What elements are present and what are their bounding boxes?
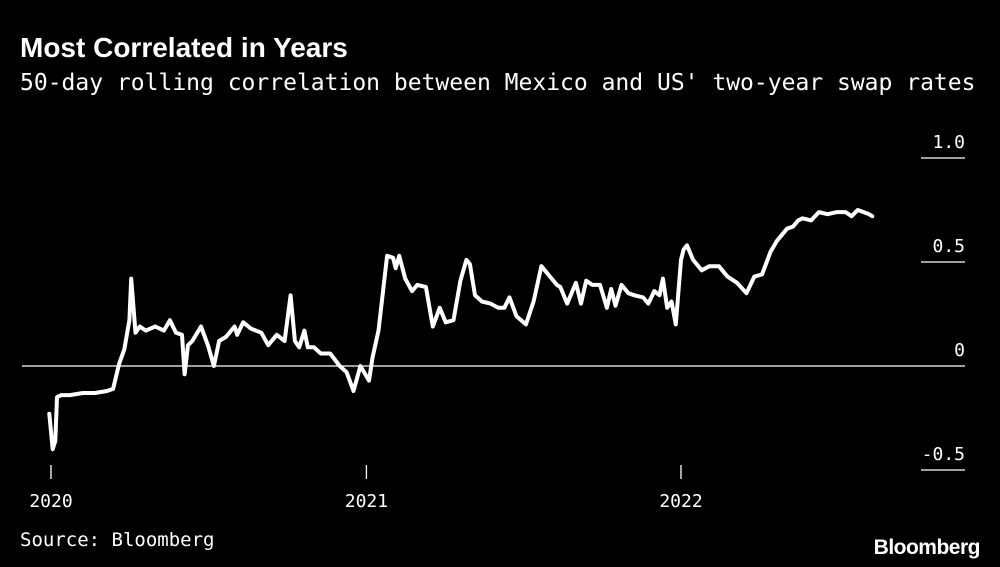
series-line [47,208,875,452]
x-tick-label: 2021 [345,491,388,512]
y-tick-label: 0 [954,340,965,361]
x-tick-label: 2022 [659,491,702,512]
x-tick-label: 2020 [29,491,72,512]
y-tick-label: -0.5 [922,444,965,465]
source-note: Source: Bloomberg [20,529,215,551]
bloomberg-logo: Bloomberg [873,536,981,559]
chart-title: Most Correlated in Years [20,32,348,63]
chart-subtitle: 50-day rolling correlation between Mexic… [20,70,976,96]
y-tick-label: 0.5 [932,236,965,257]
y-tick-label: 1.0 [932,132,965,153]
